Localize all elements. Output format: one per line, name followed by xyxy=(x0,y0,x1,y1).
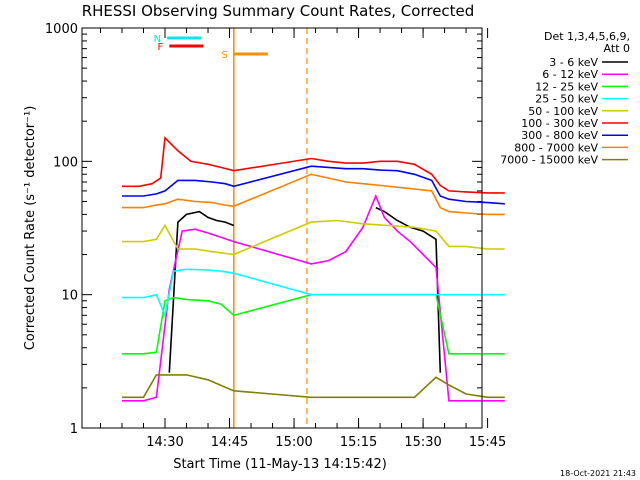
y-tick-label: 1000 xyxy=(45,22,78,37)
flag-label-s: S xyxy=(221,50,227,61)
x-tick-label: 15:15 xyxy=(340,435,377,450)
legend-label: 7000 - 15000 keV xyxy=(500,154,598,167)
series-line xyxy=(122,173,505,216)
series-line xyxy=(122,268,505,319)
plot-layer: 1 10 100 1000 14:30 14:45 15:00 15:15 15:30 15:45… xyxy=(45,22,506,450)
legend-label: 25 - 50 keV xyxy=(535,93,598,106)
legend-label: 300 - 800 keV xyxy=(521,129,598,142)
legend-header-attenuator: Att 0 xyxy=(604,42,630,55)
legend-label: 3 - 6 keV xyxy=(549,56,598,69)
x-tick-label: 15:45 xyxy=(469,435,506,450)
series-line xyxy=(122,374,505,399)
y-tick-label: 100 xyxy=(53,155,78,170)
x-tick-label: 14:30 xyxy=(146,435,183,450)
timestamp: 18-Oct-2021 21:43 xyxy=(560,469,636,478)
legend-header-detectors: Det 1,3,4,5,6,9, xyxy=(544,30,630,43)
series-line xyxy=(122,219,505,256)
y-tick-label: 10 xyxy=(61,289,78,304)
legend-label: 50 - 100 keV xyxy=(528,105,598,118)
series-line xyxy=(122,165,505,205)
legend-label: 6 - 12 keV xyxy=(542,68,598,81)
flag-label-n: N xyxy=(154,34,161,45)
x-axis-title: Start Time (11-May-13 14:15:42) xyxy=(173,457,387,472)
x-tick-label: 15:30 xyxy=(404,435,441,450)
flag-label-f: F xyxy=(158,42,164,53)
x-tick-label: 14:45 xyxy=(211,435,248,450)
plot-frame xyxy=(81,27,483,429)
chart-title: RHESSI Observing Summary Count Rates, Co… xyxy=(82,2,475,20)
legend-label: 12 - 25 keV xyxy=(535,80,598,93)
y-tick-label: 1 xyxy=(70,422,78,437)
legend-label: 800 - 7000 keV xyxy=(514,141,598,154)
x-tick-label: 15:00 xyxy=(275,435,312,450)
series-line xyxy=(122,136,505,194)
y-axis-title: Corrected Count Rate (s⁻¹ detector⁻¹) xyxy=(23,106,38,351)
legend-label: 100 - 300 keV xyxy=(521,117,598,130)
